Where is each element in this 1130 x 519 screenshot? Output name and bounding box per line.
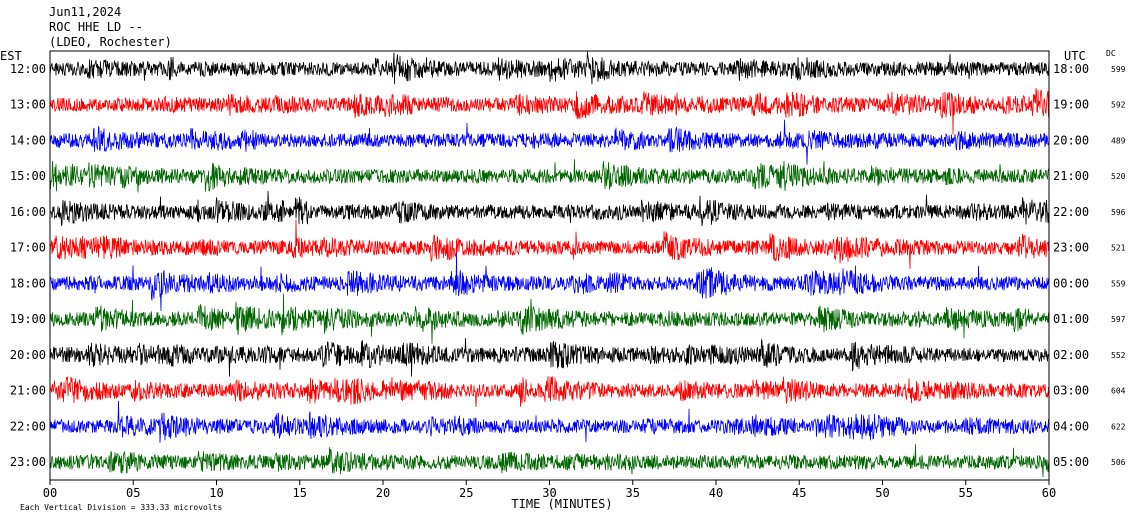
dc-offset-value: 592	[1111, 101, 1126, 110]
dc-offset-value: 596	[1111, 208, 1126, 217]
dc-offset-value: 604	[1111, 387, 1126, 396]
utc-time-label: 02:00	[1053, 348, 1089, 362]
x-tick-label: 25	[459, 486, 473, 500]
trace-row-1600	[49, 190, 1050, 227]
x-tick-label: 60	[1042, 486, 1056, 500]
x-tick-label: 20	[376, 486, 390, 500]
dc-offset-value: 559	[1111, 279, 1126, 288]
station-code: ROC HHE LD --	[49, 20, 143, 34]
x-tick-label: 50	[875, 486, 889, 500]
trace-row-1200	[49, 51, 1050, 85]
est-time-label: 23:00	[10, 455, 46, 469]
x-tick-label: 05	[126, 486, 140, 500]
x-tick-label: 45	[792, 486, 806, 500]
utc-time-label: 18:00	[1053, 62, 1089, 76]
scale-footnote: Each Vertical Division = 333.33 microvol…	[20, 503, 222, 512]
chart-date: Jun11,2024	[49, 5, 121, 19]
utc-time-label: 05:00	[1053, 455, 1089, 469]
utc-time-label: 19:00	[1053, 98, 1089, 112]
trace-row-1900	[49, 293, 1050, 344]
dc-column-header: DC	[1106, 49, 1116, 58]
utc-time-label: 22:00	[1053, 205, 1089, 219]
utc-time-label: 03:00	[1053, 384, 1089, 398]
x-tick-label: 10	[209, 486, 223, 500]
trace-row-1400	[49, 119, 1050, 165]
dc-offset-value: 521	[1111, 244, 1126, 253]
x-tick-label: 35	[626, 486, 640, 500]
utc-time-label: 00:00	[1053, 276, 1089, 290]
est-time-label: 22:00	[10, 419, 46, 433]
utc-time-label: 20:00	[1053, 133, 1089, 147]
utc-time-label: 01:00	[1053, 312, 1089, 326]
dc-offset-value: 489	[1111, 136, 1126, 145]
x-axis-label: TIME (MINUTES)	[511, 497, 612, 511]
trace-row-2100	[49, 376, 1050, 408]
x-tick-label: 00	[43, 486, 57, 500]
x-axis-ticks: 00 05 10 15 20 25 30 35 40 45 50 55 60	[43, 480, 1056, 500]
est-time-label: 14:00	[10, 133, 46, 147]
utc-time-label: 04:00	[1053, 419, 1089, 433]
utc-time-label: 23:00	[1053, 241, 1089, 255]
est-time-label: 12:00	[10, 62, 46, 76]
trace-row-1800	[49, 252, 1050, 312]
trace-row-2000	[49, 338, 1050, 377]
trace-row-1300	[49, 88, 1050, 135]
est-time-label: 15:00	[10, 169, 46, 183]
trace-row-1700	[49, 219, 1050, 269]
dc-offset-value: 552	[1111, 351, 1126, 360]
est-time-label: 16:00	[10, 205, 46, 219]
est-time-label: 13:00	[10, 98, 46, 112]
x-tick-label: 30	[542, 486, 556, 500]
est-time-label: 21:00	[10, 384, 46, 398]
trace-row-1500	[49, 159, 1050, 193]
est-time-label: 19:00	[10, 312, 46, 326]
row-labels: 12:00 18:00 599 13:00 19:00 592 14:00 20:00 489 1…	[10, 62, 1126, 469]
station-network: (LDEO, Rochester)	[49, 35, 172, 49]
dc-offset-value: 599	[1111, 65, 1126, 74]
trace-row-2200	[49, 400, 1050, 443]
seismic-traces	[49, 51, 1050, 478]
est-time-label: 18:00	[10, 276, 46, 290]
dc-offset-value: 622	[1111, 422, 1126, 431]
utc-time-label: 21:00	[1053, 169, 1089, 183]
x-tick-label: 15	[293, 486, 307, 500]
trace-row-2300	[49, 444, 1050, 478]
est-time-label: 17:00	[10, 241, 46, 255]
plot-frame	[49, 50, 1050, 481]
est-time-label: 20:00	[10, 348, 46, 362]
dc-offset-value: 597	[1111, 315, 1126, 324]
x-tick-label: 40	[709, 486, 723, 500]
right-timezone-label: UTC	[1064, 49, 1086, 63]
dc-offset-value: 520	[1111, 172, 1126, 181]
dc-offset-value: 506	[1111, 458, 1126, 467]
x-tick-label: 55	[959, 486, 973, 500]
left-timezone-label: EST	[0, 49, 22, 63]
